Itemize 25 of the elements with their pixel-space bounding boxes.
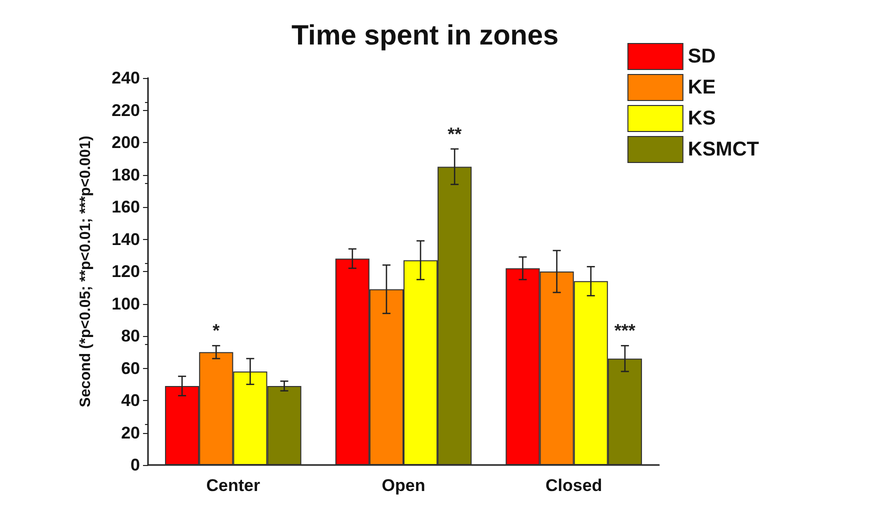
y-tick-label: 20 (121, 423, 140, 442)
y-tick-label: 60 (121, 358, 140, 378)
y-tick-label: 180 (112, 165, 140, 184)
y-tick-label: 240 (112, 68, 140, 88)
y-tick-label: 200 (112, 133, 140, 152)
y-tick-label: 140 (112, 230, 140, 249)
y-tick-label: 40 (121, 391, 140, 410)
x-tick-label: Open (382, 476, 426, 495)
y-tick-label: 0 (130, 456, 140, 474)
annotation: *** (614, 320, 636, 341)
y-tick-label: 120 (112, 262, 140, 281)
legend-label: SD (688, 46, 716, 68)
x-tick-label: Center (206, 476, 260, 495)
x-tick-label: Closed (545, 476, 602, 495)
legend-label: KE (688, 76, 716, 98)
y-tick-label: 100 (112, 294, 140, 314)
legend-label: KSMCT (688, 138, 760, 160)
annotation: ** (448, 124, 462, 144)
chart-title: Time spent in zones (291, 20, 559, 50)
annotation: * (212, 320, 220, 341)
y-tick-label: 80 (121, 326, 140, 346)
y-tick-label: 220 (112, 100, 140, 120)
legend-label: KS (688, 108, 716, 130)
y-axis-title: Second (*p<0.05; **p<0.01; ***p<0.001) (77, 136, 94, 408)
y-tick-label: 160 (112, 198, 140, 216)
